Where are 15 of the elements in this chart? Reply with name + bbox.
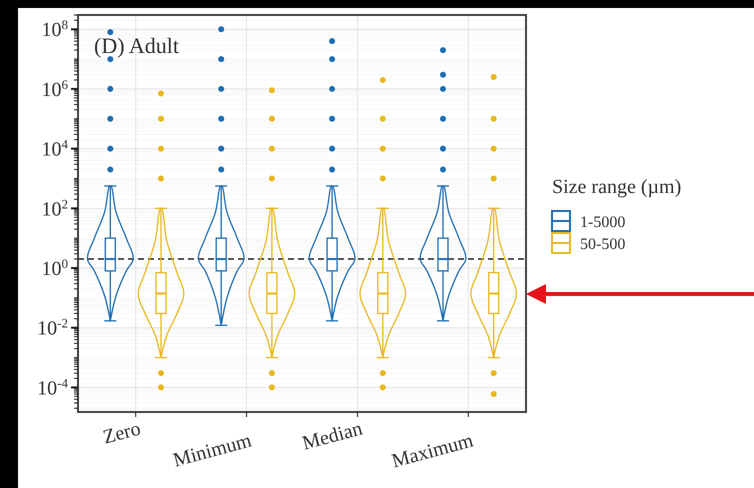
y-tick-label: 10$^{0}$ — [42, 256, 68, 280]
x-tick-label: Minimum — [170, 429, 254, 472]
y-tick-label: 10$^{6}$ — [42, 76, 68, 101]
x-tick-label: Maximum — [389, 429, 476, 472]
x-tick-label: Median — [300, 418, 365, 455]
legend-label: 1-5000 — [580, 214, 626, 231]
x-tick-label: Zero — [100, 418, 143, 449]
text: (D) Adult — [94, 33, 179, 58]
legend-label: 50-500 — [580, 236, 626, 253]
legend-title: Size range (µm) — [552, 176, 682, 198]
y-tick-label: 10$^{2}$ — [42, 196, 68, 220]
y-tick-label: 10$^{4}$ — [42, 136, 68, 161]
y-tick-label: 10$^{8}$ — [42, 16, 68, 42]
y-tick-label: 10$^{-2}$ — [37, 315, 68, 340]
y-tick-label: 10$^{-4}$ — [37, 374, 68, 400]
